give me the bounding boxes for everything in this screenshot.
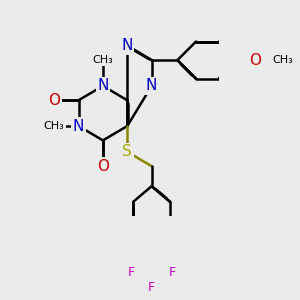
Text: N: N (97, 78, 109, 93)
Text: N: N (146, 78, 157, 93)
Text: O: O (249, 52, 261, 68)
Text: F: F (148, 281, 155, 294)
Text: N: N (122, 38, 133, 53)
Text: CH₃: CH₃ (92, 55, 113, 65)
Text: O: O (97, 159, 109, 174)
Text: CH₃: CH₃ (272, 55, 293, 65)
Text: N: N (73, 118, 84, 134)
Text: CH₃: CH₃ (44, 121, 64, 131)
Text: F: F (169, 266, 176, 279)
Text: O: O (48, 93, 60, 108)
Text: F: F (127, 266, 134, 279)
Text: S: S (122, 144, 132, 159)
